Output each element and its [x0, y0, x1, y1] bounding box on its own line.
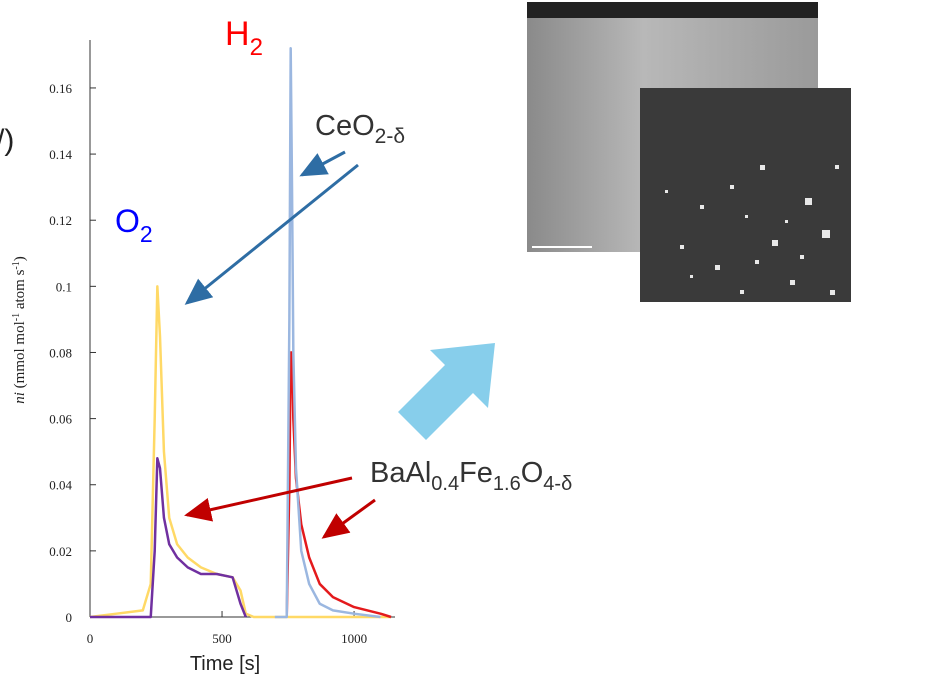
tem-hot — [640, 88, 851, 302]
text-part: 2 — [250, 34, 263, 61]
y-tick-label: 0.12 — [49, 213, 72, 228]
y-tick-label: 0 — [66, 610, 73, 625]
y-axis-label: ni (mmol mol-1 atom s-1) — [11, 256, 28, 404]
o2-label: O2 — [115, 203, 153, 247]
text-part: BaAl — [370, 457, 431, 489]
text-part: -1 — [11, 313, 22, 321]
text-part: atom s — [12, 269, 28, 312]
x-axis-label: Time [s] — [190, 653, 260, 675]
y-tick-label: 0.02 — [49, 544, 72, 559]
y-tick-label: 0.1 — [56, 279, 72, 294]
h2-label: H2 — [225, 15, 263, 61]
pointer-arrow — [302, 152, 345, 175]
text-part: Fe — [459, 457, 493, 489]
x-tick-label: 500 — [212, 631, 232, 646]
text-part: 0.4 — [431, 473, 459, 495]
x-tick-label: 1000 — [341, 631, 367, 646]
cut-text: /) — [0, 124, 14, 157]
pointer-arrow — [324, 500, 375, 537]
text-part: CeO — [315, 110, 375, 142]
text-part: O — [115, 203, 140, 239]
text-part: 2-δ — [375, 125, 405, 148]
text-part: 1.6 — [493, 473, 521, 495]
y-tick-label: 0.16 — [49, 81, 72, 96]
text-part: ) — [12, 256, 28, 261]
text-part: 4-δ — [543, 473, 572, 495]
data-line — [90, 458, 246, 617]
ceo2-label: CeO2-δ — [315, 110, 405, 148]
x-tick-label: 0 — [87, 631, 94, 646]
y-tick-label: 0.04 — [49, 478, 72, 493]
text-part: ni — [12, 392, 28, 404]
tem-bar — [527, 2, 818, 18]
y-tick-label: 0.14 — [49, 147, 72, 162]
baal-label: BaAl0.4Fe1.6O4-δ — [370, 457, 572, 495]
slide: /) H2 O2 CeO2-δ BaAl0.4Fe1.6O4-δ ni (mmo… — [0, 0, 945, 678]
y-tick-label: 0.06 — [49, 412, 72, 427]
pointer-arrow — [187, 165, 358, 303]
big-arrow — [398, 343, 495, 440]
data-line — [90, 286, 391, 617]
text-part: -1 — [11, 261, 22, 269]
pointer-arrow — [187, 478, 352, 515]
text-part: (mmol mol — [12, 321, 28, 392]
y-tick-label: 0.08 — [49, 345, 72, 360]
text-part: H — [225, 15, 250, 53]
text-part: O — [521, 457, 544, 489]
text-part: 2 — [140, 221, 153, 247]
